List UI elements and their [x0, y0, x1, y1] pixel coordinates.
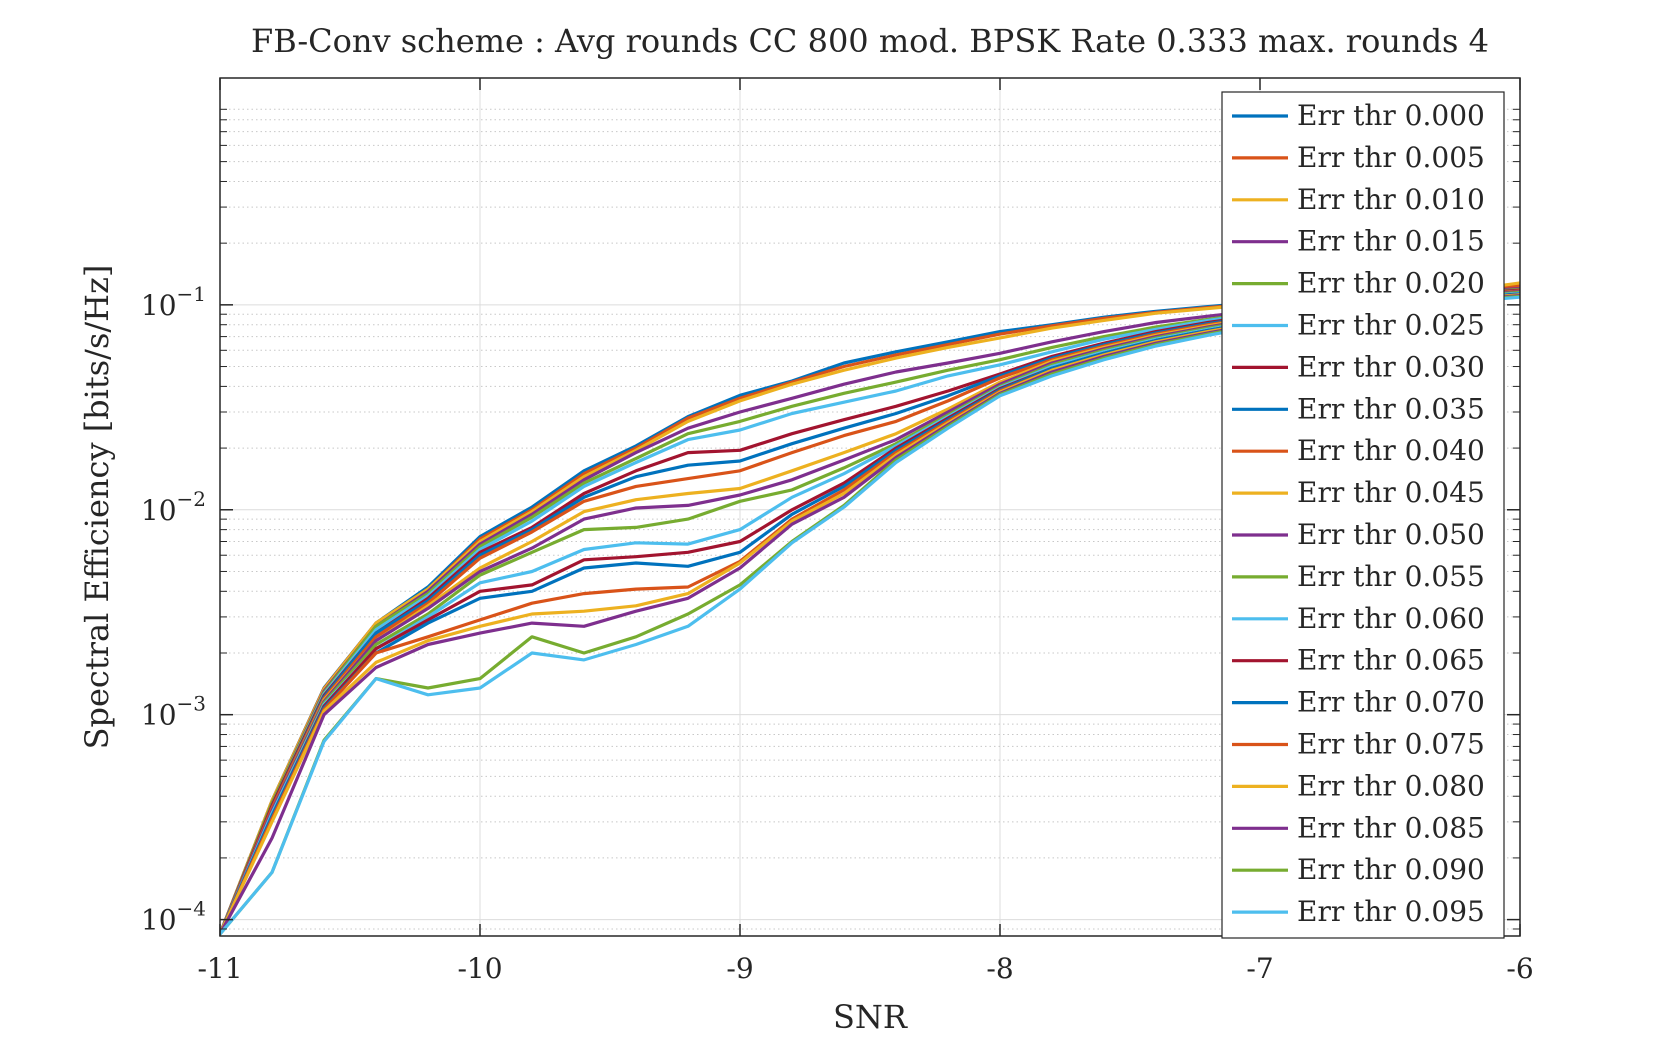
legend-entry-label: Err thr 0.060: [1297, 602, 1485, 635]
legend: Err thr 0.000 Err thr 0.005 Err thr 0.010 E…: [1221, 91, 1505, 939]
legend-entry-label: Err thr 0.050: [1297, 518, 1485, 551]
legend-entry-label: Err thr 0.030: [1297, 350, 1485, 383]
axis-ticks: -11 -10 -9 -8 -7 -6 10−4 10−3 10−2 10−1: [141, 78, 1534, 985]
legend-entry-label: Err thr 0.085: [1297, 811, 1485, 844]
legend-entry-label: Err thr 0.040: [1297, 434, 1485, 467]
y-tick-label: 10−2: [141, 487, 206, 527]
legend-entry-label: Err thr 0.000: [1297, 99, 1485, 132]
chart-title: FB-Conv scheme : Avg rounds CC 800 mod. …: [251, 22, 1489, 60]
legend-box: [1221, 91, 1505, 939]
legend-entry-label: Err thr 0.005: [1297, 141, 1485, 174]
legend-entry-label: Err thr 0.065: [1297, 644, 1485, 677]
plot-frame: [219, 77, 1521, 937]
legend-entry-label: Err thr 0.095: [1297, 895, 1485, 928]
x-tick-label: -11: [197, 952, 242, 985]
legend-entry-label: Err thr 0.010: [1297, 183, 1485, 216]
x-tick-label: -8: [986, 952, 1013, 985]
y-axis-label: Spectral Efficiency [bits/s/Hz]: [78, 265, 116, 750]
legend-entry-label: Err thr 0.090: [1297, 853, 1485, 886]
legend-entry-label: Err thr 0.020: [1297, 267, 1485, 300]
x-tick-label: -10: [457, 952, 502, 985]
legend-entry-label: Err thr 0.070: [1297, 686, 1485, 719]
legend-entry-label: Err thr 0.045: [1297, 476, 1485, 509]
legend-entry-label: Err thr 0.055: [1297, 560, 1485, 593]
legend-entry-label: Err thr 0.075: [1297, 728, 1485, 761]
y-tick-label: 10−1: [141, 282, 206, 322]
x-axis-label: SNR: [833, 998, 908, 1036]
legend-entry-label: Err thr 0.015: [1297, 225, 1485, 258]
legend-entry-label: Err thr 0.080: [1297, 769, 1485, 802]
x-tick-label: -6: [1506, 952, 1533, 985]
legend-entry-label: Err thr 0.025: [1297, 309, 1485, 342]
y-tick-label: 10−4: [141, 897, 206, 937]
y-tick-label: 10−3: [141, 692, 206, 732]
legend-entry-label: Err thr 0.035: [1297, 392, 1485, 425]
x-tick-label: -7: [1246, 952, 1273, 985]
x-tick-label: -9: [726, 952, 753, 985]
